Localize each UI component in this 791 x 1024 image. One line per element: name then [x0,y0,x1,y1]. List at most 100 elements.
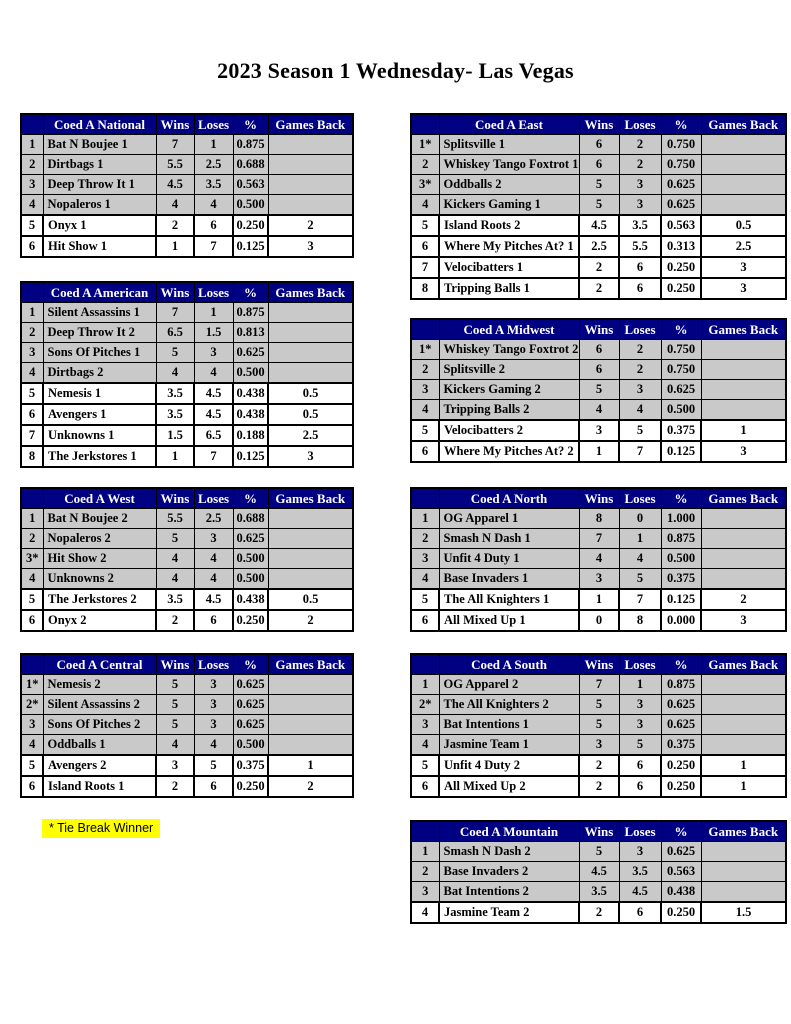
games-back-column-header: Games Back [267,281,354,303]
rank-cell: 6 [410,609,440,632]
rank-cell: 7 [20,424,44,447]
wins-cell: 7 [155,302,195,323]
loses-column-header: Loses [193,281,234,303]
pct-cell: 0.500 [232,548,269,569]
pct-cell: 0.250 [660,775,702,798]
games-back-column-header: Games Back [267,113,354,135]
team-name-cell: Kickers Gaming 2 [438,379,580,400]
wins-cell: 4 [155,734,195,756]
standings-table-coed-a-north: Coed A North Wins Loses % Games Back 1 OG… [410,487,787,632]
table-header-row: Coed A East Wins Loses % Games Back [410,113,787,135]
rank-cell: 6 [20,775,44,798]
wins-cell: 5 [578,194,620,216]
rank-cell: 7 [410,256,440,279]
games-back-cell [700,861,787,882]
rank-cell: 4 [410,734,440,756]
games-back-column-header: Games Back [700,820,787,842]
rank-cell: 1* [20,674,44,695]
wins-cell: 4 [155,362,195,384]
team-name-cell: Deep Throw It 2 [42,322,157,343]
rank-cell: 3 [410,881,440,903]
loses-cell: 1 [618,674,662,695]
loses-column-header: Loses [193,113,234,135]
team-name-cell: Jasmine Team 2 [438,901,580,924]
team-row: 2 Smash N Dash 1 7 1 0.875 [410,528,787,549]
games-back-cell [700,339,787,360]
team-name-cell: Sons Of Pitches 2 [42,714,157,735]
games-back-column-header: Games Back [700,318,787,340]
pct-cell: 0.438 [232,382,269,405]
team-name-cell: All Mixed Up 1 [438,609,580,632]
pct-column-header: % [660,487,702,509]
rank-column-header [410,318,440,340]
wins-cell: 6.5 [155,322,195,343]
rank-cell: 6 [20,403,44,426]
pct-cell: 0.375 [660,419,702,442]
wins-cell: 1 [578,440,620,463]
page-title: 2023 Season 1 Wednesday- Las Vegas [217,58,574,83]
wins-cell: 6 [578,359,620,380]
team-row: 4 Oddballs 1 4 4 0.500 [20,734,354,756]
team-row: 3 Bat Intentions 1 5 3 0.625 [410,714,787,735]
wins-cell: 5 [578,714,620,735]
loses-cell: 5 [193,754,234,777]
games-back-column-header: Games Back [267,653,354,675]
rank-cell: 5 [20,382,44,405]
pct-cell: 0.500 [232,734,269,756]
team-name-cell: Bat N Boujee 1 [42,134,157,155]
games-back-cell [700,194,787,216]
loses-cell: 1 [618,528,662,549]
wins-cell: 5.5 [155,508,195,529]
team-row: 6 Hit Show 1 1 7 0.125 3 [20,235,354,258]
pct-cell: 0.500 [232,568,269,590]
games-back-cell [700,134,787,155]
rank-column-header [20,113,44,135]
pct-cell: 0.500 [232,194,269,216]
loses-cell: 3.5 [618,214,662,237]
pct-cell: 0.438 [660,881,702,903]
wins-cell: 3 [578,419,620,442]
wins-cell: 4 [578,399,620,421]
games-back-cell [267,508,354,529]
wins-cell: 1 [578,588,620,611]
team-name-cell: Onyx 2 [42,609,157,632]
pct-cell: 0.375 [660,734,702,756]
rank-column-header [20,281,44,303]
rank-cell: 2 [410,528,440,549]
division-title: Coed A National [42,113,157,135]
wins-cell: 4 [155,548,195,569]
pct-cell: 0.625 [232,342,269,363]
rank-cell: 3* [410,174,440,195]
rank-column-header [410,113,440,135]
team-row: 3 Sons Of Pitches 2 5 3 0.625 [20,714,354,735]
team-name-cell: Nopaleros 2 [42,528,157,549]
loses-cell: 3 [193,694,234,715]
team-name-cell: Oddballs 1 [42,734,157,756]
team-row: 2 Deep Throw It 2 6.5 1.5 0.813 [20,322,354,343]
rank-column-header [20,487,44,509]
wins-cell: 3.5 [155,382,195,405]
team-row: 2 Nopaleros 2 5 3 0.625 [20,528,354,549]
rank-cell: 5 [20,214,44,237]
games-back-cell: 3 [700,440,787,463]
team-row: 6 Avengers 1 3.5 4.5 0.438 0.5 [20,403,354,426]
team-row: 5 Velocibatters 2 3 5 0.375 1 [410,419,787,442]
loses-cell: 3 [193,714,234,735]
loses-cell: 6 [193,775,234,798]
team-row: 3 Bat Intentions 2 3.5 4.5 0.438 [410,881,787,903]
team-name-cell: Nemesis 1 [42,382,157,405]
rank-cell: 4 [410,399,440,421]
table-body: 1 Bat N Boujee 1 7 1 0.875 2 Dirtbags 1 5.5 2.5 0… [20,134,354,258]
wins-cell: 5 [155,694,195,715]
wins-cell: 5 [578,694,620,715]
standings-table-coed-a-midwest: Coed A Midwest Wins Loses % Games Back 1… [410,318,787,463]
wins-cell: 5 [578,841,620,862]
rank-cell: 3* [20,548,44,569]
loses-cell: 2 [618,154,662,175]
team-name-cell: OG Apparel 2 [438,674,580,695]
team-name-cell: Base Invaders 1 [438,568,580,590]
pct-cell: 0.875 [232,134,269,155]
team-name-cell: All Mixed Up 2 [438,775,580,798]
